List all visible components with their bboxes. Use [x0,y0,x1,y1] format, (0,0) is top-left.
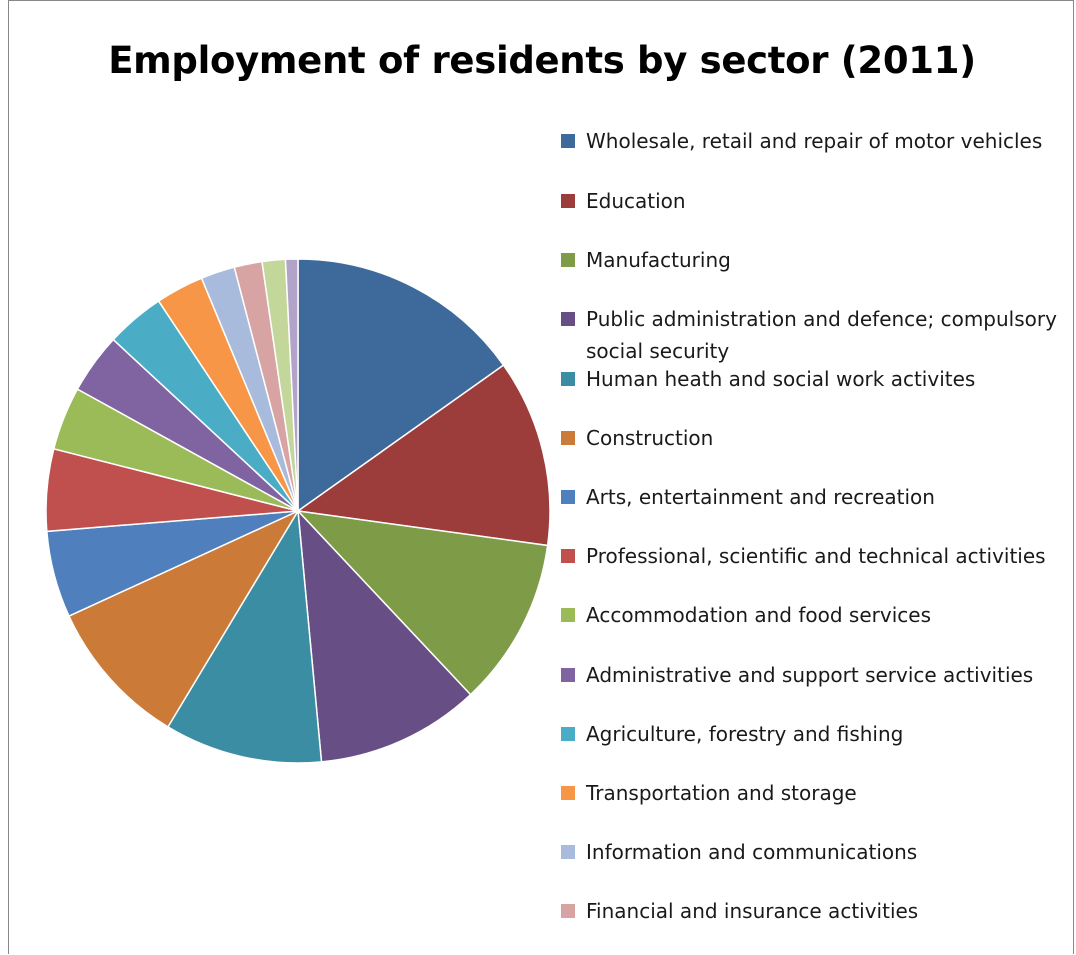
pie-slice-3 [297,508,472,763]
legend-swatch [561,608,575,622]
pie-slice-0 [297,258,505,513]
legend-swatch [561,668,575,682]
pie-slice-4 [166,508,323,764]
legend-swatch [561,312,575,326]
legend-label: Professional, scientific and technical a… [586,544,1046,568]
legend-swatch [561,194,575,208]
pie-chart [45,258,551,764]
legend-label: Transportation and storage [586,781,857,805]
legend-label: Public administration and defence; compu… [586,307,1057,363]
legend-label: Information and communications [586,840,918,864]
legend-swatch [561,549,575,563]
pie-slice-1 [296,364,551,547]
legend-label: Agriculture, forestry and fishing [586,722,904,746]
pie-slice-2 [296,509,549,696]
pie-slice-5 [67,509,300,728]
legend-swatch [561,372,575,386]
legend-swatch [561,727,575,741]
legend-swatch [561,490,575,504]
legend-label: Wholesale, retail and repair of motor ve… [586,129,1043,153]
legend-label: Arts, entertainment and recreation [586,485,935,509]
legend-swatch [561,431,575,445]
legend-swatch [561,786,575,800]
legend-label: Manufacturing [586,248,731,272]
legend-swatch [561,845,575,859]
legend-swatch [561,253,575,267]
legend-label: Education [586,189,686,213]
legend-label: Construction [586,426,714,450]
legend-swatch [561,904,575,918]
legend-label: Accommodation and food services [586,603,931,627]
legend-label: Human heath and social work activites [586,367,976,391]
legend-label: Financial and insurance activities [586,899,919,923]
chart-frame: Employment of residents by sector (2011)… [8,0,1074,954]
legend-swatch [561,134,575,148]
chart-title: Employment of residents by sector (2011) [108,39,976,82]
pie-slice-15 [284,258,299,512]
legend-label: Administrative and support service activ… [586,663,1034,687]
